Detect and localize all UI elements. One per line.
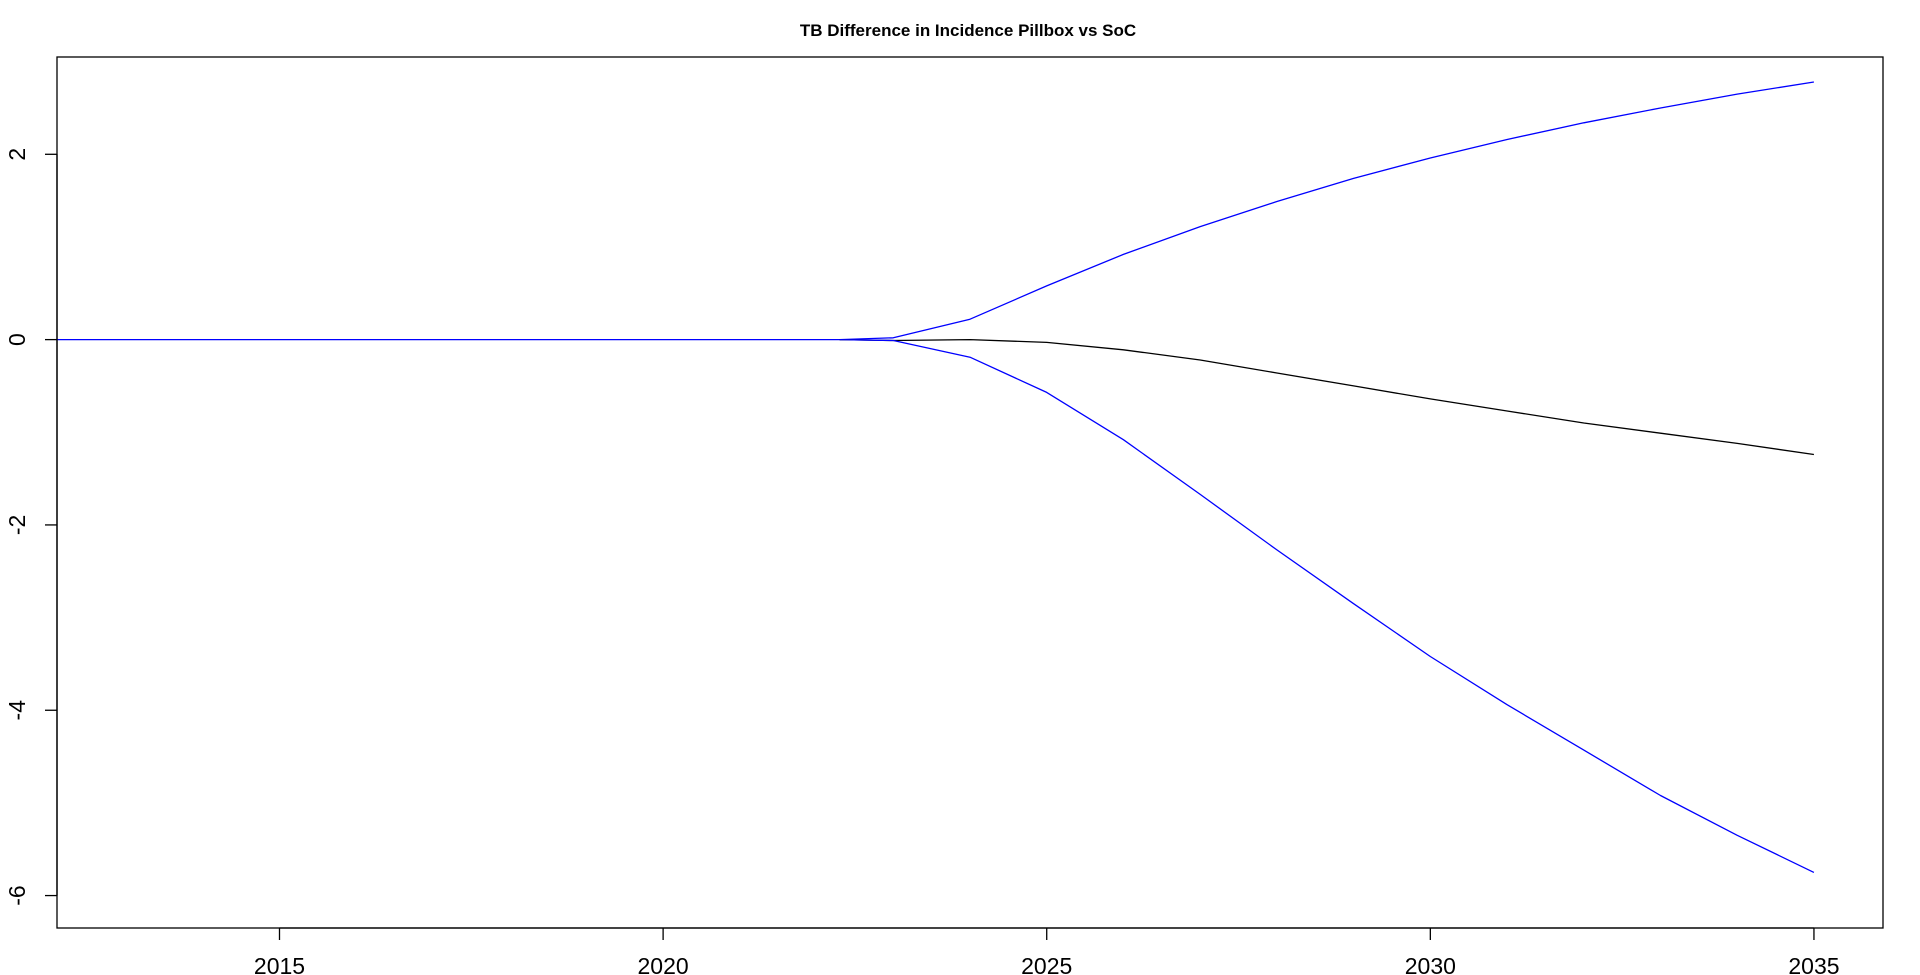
y-tick-label: -6 (4, 885, 30, 905)
series-line-3 (839, 338, 1815, 873)
y-axis: -6 -4 -2 0 2 (4, 148, 58, 906)
series-line-2 (839, 338, 1814, 456)
x-tick-label: 2025 (1021, 953, 1072, 975)
series-layer (57, 81, 1815, 873)
plot-frame (56, 56, 1884, 929)
y-tick-label: -4 (4, 700, 30, 721)
plot-area (56, 56, 1884, 929)
x-tick-label: 2015 (254, 953, 305, 975)
y-tick-label: 2 (4, 148, 30, 161)
x-tick-label: 2030 (1405, 953, 1456, 975)
x-tick-label: 2020 (638, 953, 689, 975)
chart-title: TB Difference in Incidence Pillbox vs So… (800, 21, 1136, 40)
series-line-1 (57, 81, 1815, 341)
x-axis: 2015 2020 2025 2030 2035 (254, 927, 1840, 975)
x-tick-label: 2035 (1788, 953, 1839, 975)
y-tick-label: -2 (4, 515, 30, 535)
y-tick-label: 0 (4, 333, 30, 346)
